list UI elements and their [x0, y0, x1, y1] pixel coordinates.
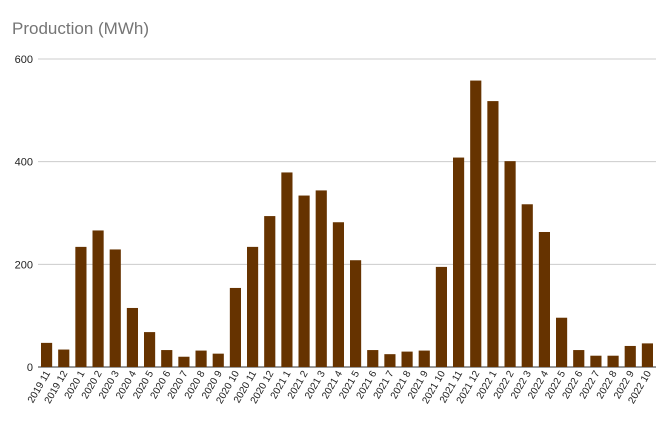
bar: [504, 161, 516, 367]
bar: [75, 246, 87, 367]
bar: [538, 231, 550, 367]
bar: [178, 356, 190, 367]
bar: [58, 349, 70, 367]
bar: [247, 246, 259, 367]
gridlines: [38, 58, 656, 368]
bar: [41, 342, 53, 367]
bar: [418, 350, 430, 367]
y-tick-label: 400: [15, 157, 33, 169]
bar: [470, 80, 482, 367]
y-tick-labels: 0 200 400 600: [15, 54, 33, 374]
bar: [161, 350, 173, 367]
chart-title: Production (MWh): [12, 19, 149, 38]
bar: [298, 195, 310, 367]
bar: [109, 249, 121, 367]
bar: [521, 204, 533, 367]
bars: [41, 80, 653, 368]
bar: [487, 101, 499, 368]
bar: [573, 350, 585, 367]
bar: [332, 222, 344, 367]
bar: [195, 350, 207, 367]
bar: [367, 350, 379, 367]
bar: [641, 343, 653, 367]
bar: [401, 351, 413, 367]
bar: [607, 355, 619, 367]
bar: [384, 354, 396, 367]
bar: [229, 287, 241, 367]
bar: [556, 317, 568, 367]
bar: [590, 355, 602, 367]
bar: [281, 172, 293, 367]
y-tick-label: 0: [27, 362, 33, 374]
y-tick-label: 200: [15, 259, 33, 271]
bar: [92, 230, 104, 367]
bar: [212, 353, 224, 367]
bar: [624, 345, 636, 367]
bar: [264, 216, 276, 367]
bar: [350, 260, 362, 367]
bar: [126, 307, 138, 367]
bar: [453, 157, 465, 367]
bar: [144, 332, 156, 367]
y-tick-label: 600: [15, 54, 33, 66]
bar: [435, 266, 447, 367]
bar: [315, 190, 327, 367]
